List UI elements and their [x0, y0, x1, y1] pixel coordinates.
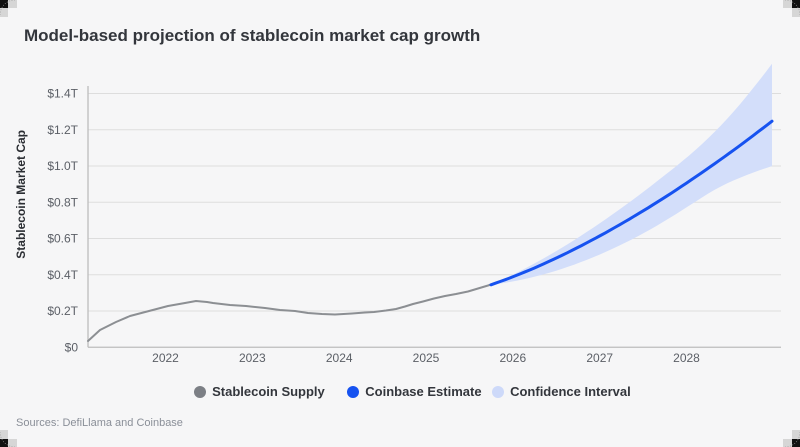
- svg-text:$1.4T: $1.4T: [47, 87, 78, 101]
- svg-text:$0.8T: $0.8T: [47, 195, 78, 209]
- svg-text:$1.2T: $1.2T: [47, 123, 78, 137]
- svg-text:2025: 2025: [413, 351, 440, 365]
- svg-text:2027: 2027: [586, 351, 613, 365]
- svg-text:2026: 2026: [499, 351, 526, 365]
- svg-text:$0.6T: $0.6T: [47, 232, 78, 246]
- svg-text:2023: 2023: [239, 351, 266, 365]
- svg-text:2024: 2024: [326, 351, 353, 365]
- svg-text:2028: 2028: [673, 351, 700, 365]
- svg-text:$1.0T: $1.0T: [47, 159, 78, 173]
- svg-text:$0.4T: $0.4T: [47, 268, 78, 282]
- svg-text:2022: 2022: [152, 351, 179, 365]
- svg-text:$0.2T: $0.2T: [47, 304, 78, 318]
- svg-text:$0: $0: [65, 340, 79, 354]
